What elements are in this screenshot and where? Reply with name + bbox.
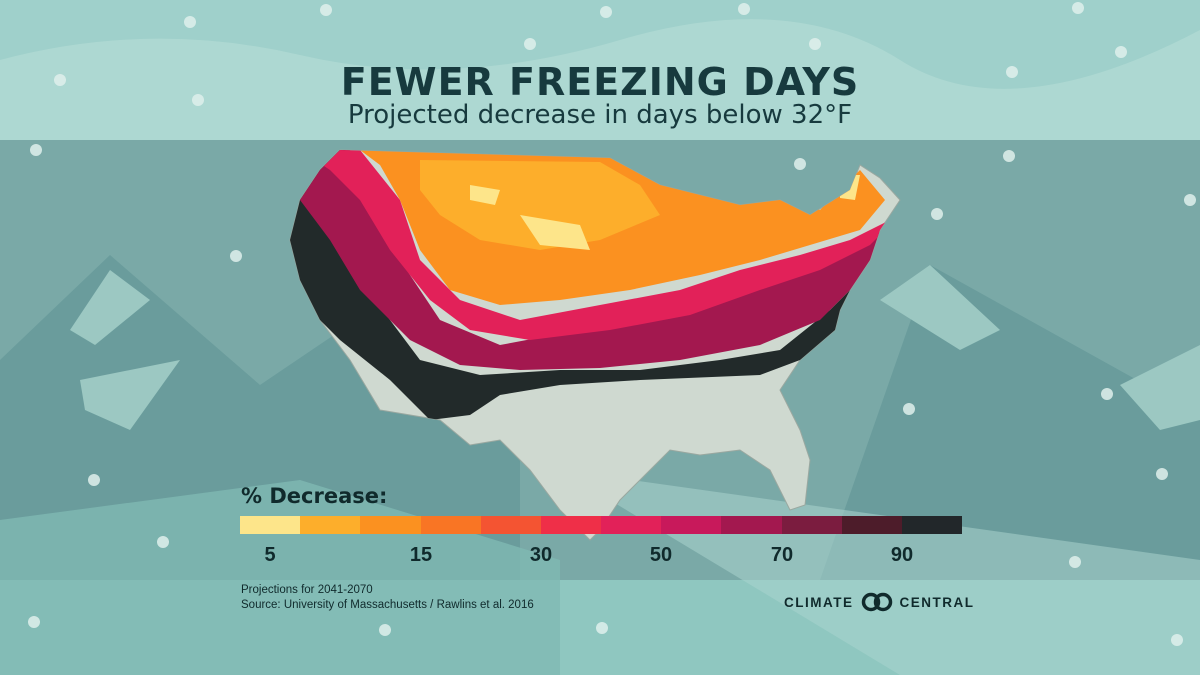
legend-swatch-4 xyxy=(480,516,541,534)
legend-colorbar xyxy=(240,516,963,534)
legend-tick-30: 30 xyxy=(529,544,553,566)
projection-period: Projections for 2041-2070 xyxy=(241,584,373,596)
legend-swatch-3 xyxy=(420,516,481,534)
legend-tick-70: 70 xyxy=(770,544,794,566)
band-50 xyxy=(300,150,900,340)
legend-tick-15: 15 xyxy=(409,544,433,566)
source-credit: Source: University of Massachusetts / Ra… xyxy=(241,599,534,611)
band-0 xyxy=(470,175,860,250)
legend-swatch-11 xyxy=(901,516,963,534)
logo-rings-icon xyxy=(861,592,892,612)
page-title: FEWER FREEZING DAYS xyxy=(340,60,860,104)
legend-swatch-7 xyxy=(661,516,722,534)
band-5 xyxy=(420,160,660,250)
legend-tick-50: 50 xyxy=(649,544,673,566)
footnotes: Projections for 2041-2070 Source: Univer… xyxy=(241,583,534,613)
page-subtitle: Projected decrease in days below 32°F xyxy=(347,100,853,130)
legend-title: % Decrease: xyxy=(241,484,388,508)
legend-swatch-10 xyxy=(841,516,902,534)
legend-swatch-6 xyxy=(601,516,662,534)
legend-swatch-0 xyxy=(240,516,301,534)
legend-tick-90: 90 xyxy=(890,544,914,566)
legend-swatch-2 xyxy=(360,516,421,534)
legend-swatch-5 xyxy=(540,516,602,534)
climate-central-logo: CLIMATE CENTRAL xyxy=(784,592,975,612)
logo-text-right: CENTRAL xyxy=(899,594,975,610)
band-70 xyxy=(290,150,900,370)
legend-tick-5: 5 xyxy=(264,544,276,566)
legend-swatch-8 xyxy=(721,516,782,534)
legend-swatch-9 xyxy=(781,516,842,534)
logo-text-left: CLIMATE xyxy=(784,594,854,610)
legend-swatch-1 xyxy=(300,516,361,534)
